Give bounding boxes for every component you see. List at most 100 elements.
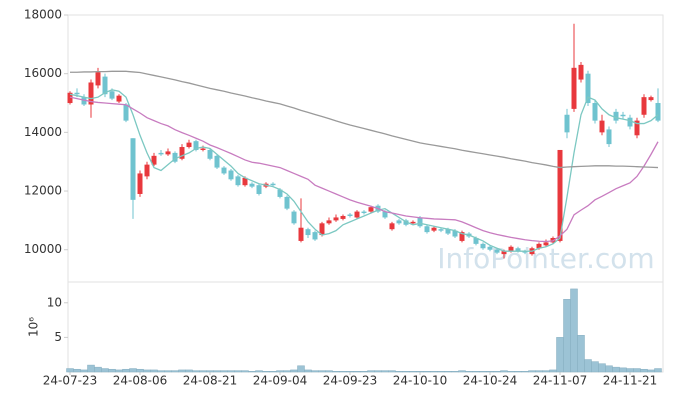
- volume-bar: [430, 371, 438, 373]
- candle-body: [67, 92, 73, 104]
- candle-body: [487, 246, 493, 250]
- candle-body: [249, 183, 255, 187]
- candle-body: [431, 227, 437, 231]
- candle-body: [368, 207, 374, 212]
- candle-body: [333, 217, 339, 221]
- volume-bar: [353, 371, 361, 373]
- candle-body: [424, 226, 430, 233]
- candle-body: [137, 173, 143, 194]
- volume-bar: [458, 370, 466, 373]
- candle-body: [536, 243, 542, 249]
- candle-body: [354, 211, 360, 218]
- volume-bar: [360, 371, 368, 373]
- candle-body: [158, 152, 164, 155]
- candle-body: [382, 211, 388, 218]
- candle-body: [403, 220, 409, 225]
- volume-bar: [416, 371, 424, 373]
- candle-body: [585, 73, 591, 104]
- x-tick-label: 24-08-21: [183, 374, 237, 388]
- candle-body: [445, 229, 451, 234]
- candle-body: [319, 223, 325, 236]
- volume-bar: [472, 371, 480, 373]
- moving-average-line: [69, 89, 659, 252]
- volume-bar: [220, 370, 228, 373]
- moving-average-line: [70, 70, 659, 169]
- volume-bar: [528, 370, 536, 373]
- candle-body: [571, 67, 577, 109]
- volume-bar: [591, 361, 599, 373]
- candle-body: [95, 72, 101, 86]
- candle-body: [242, 177, 248, 186]
- volume-bar: [171, 370, 179, 373]
- volume-bar: [507, 371, 515, 373]
- volume-bar: [640, 368, 648, 373]
- candle-body: [214, 155, 220, 168]
- volume-bar: [101, 368, 109, 373]
- candle-body: [277, 189, 283, 197]
- volume-bar: [129, 368, 137, 373]
- volume-bar: [395, 371, 403, 373]
- volume-bar: [325, 370, 333, 373]
- x-tick-label: 24-11-07: [533, 374, 587, 388]
- volume-bar: [276, 370, 284, 373]
- candle-body: [606, 129, 612, 145]
- volume-bar: [521, 371, 529, 373]
- candle-body: [200, 148, 206, 150]
- x-tick-label: 24-08-06: [113, 374, 167, 388]
- volume-bar: [465, 371, 473, 373]
- x-tick-label: 24-07-23: [43, 374, 97, 388]
- volume-bar: [381, 370, 389, 373]
- candle-body: [438, 229, 444, 231]
- candle-body: [179, 147, 185, 159]
- volume-bar: [619, 367, 627, 373]
- candle-body: [312, 232, 318, 240]
- volume-bar: [178, 369, 186, 373]
- candle-body: [123, 104, 129, 121]
- candle-body: [102, 76, 108, 95]
- candle-body: [298, 227, 304, 241]
- candle-body: [557, 149, 563, 241]
- volume-bar: [493, 371, 501, 373]
- candle-body: [655, 103, 661, 121]
- candle-body: [172, 152, 178, 162]
- volume-bar: [73, 368, 81, 373]
- candle-body: [270, 183, 276, 186]
- candle-body: [193, 141, 199, 150]
- candle-body: [599, 120, 605, 133]
- candle-body: [494, 249, 500, 253]
- volume-bar: [605, 365, 613, 373]
- volume-bar: [241, 370, 249, 373]
- volume-bar: [486, 371, 494, 373]
- candle-body: [235, 176, 241, 186]
- volume-bar: [542, 370, 550, 373]
- volume-bar: [451, 371, 459, 373]
- volume-bar: [290, 369, 298, 373]
- volume-bar: [332, 371, 340, 373]
- volume-bar: [227, 370, 235, 373]
- volume-bar: [66, 368, 74, 373]
- volume-bar: [612, 366, 620, 373]
- candle-body: [620, 114, 626, 117]
- volume-bar: [500, 370, 508, 373]
- volume-bar: [388, 370, 396, 373]
- volume-bar: [584, 359, 592, 373]
- volume-bar: [143, 369, 151, 373]
- volume-bar: [80, 369, 88, 373]
- volume-bar: [108, 368, 116, 373]
- volume-bar: [570, 288, 578, 373]
- volume-bar: [654, 368, 662, 373]
- candle-body: [459, 232, 465, 241]
- volume-bar: [402, 371, 410, 373]
- volume-bar: [563, 299, 571, 373]
- candle-body: [543, 242, 549, 246]
- volume-bar: [255, 370, 263, 373]
- volume-bar: [556, 337, 564, 373]
- volume-bar: [304, 369, 312, 373]
- candle-body: [613, 111, 619, 121]
- y-tick-label: 16000: [24, 66, 62, 80]
- candle-body: [221, 167, 227, 174]
- volume-bar: [283, 370, 291, 373]
- candle-body: [284, 196, 290, 209]
- volume-bar: [423, 371, 431, 373]
- candle-body: [291, 211, 297, 224]
